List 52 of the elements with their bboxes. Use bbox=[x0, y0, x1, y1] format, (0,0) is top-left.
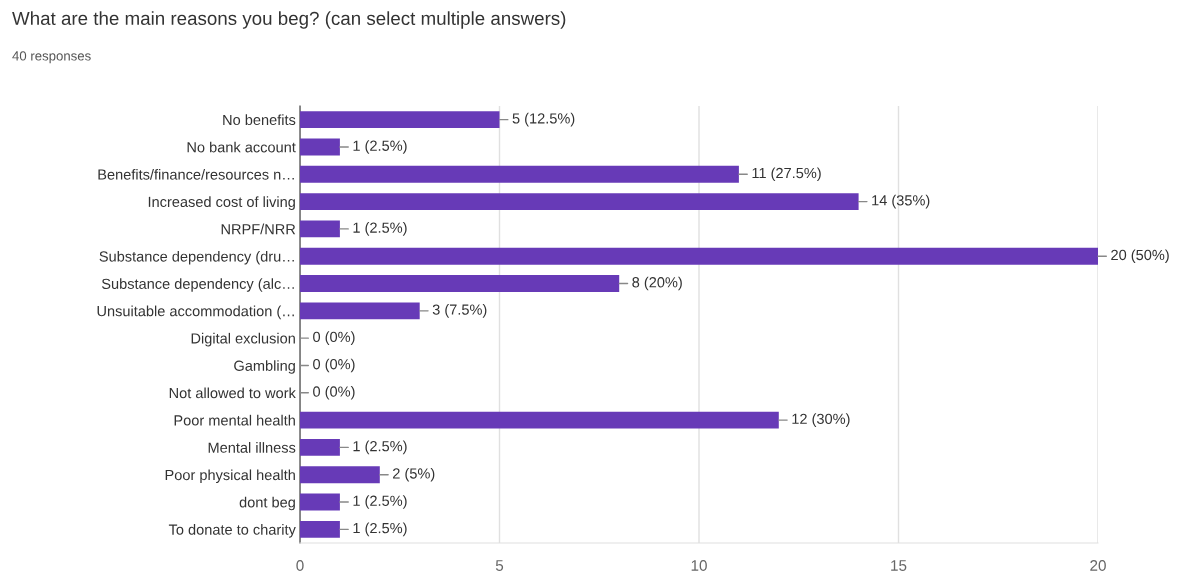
bar bbox=[300, 411, 779, 429]
data-label: 20 (50%) bbox=[1111, 249, 1169, 264]
data-label: 5 (12.5%) bbox=[512, 112, 575, 127]
bar bbox=[300, 220, 340, 238]
bar bbox=[300, 302, 420, 320]
data-label: 1 (2.5%) bbox=[353, 440, 407, 455]
y-tick-label: Not allowed to work bbox=[169, 387, 296, 399]
data-label: 12 (30%) bbox=[792, 413, 850, 427]
data-label: 0 (0%) bbox=[313, 331, 355, 345]
y-tick-label: To donate to charity bbox=[168, 524, 296, 538]
bar bbox=[300, 520, 340, 538]
bar bbox=[300, 138, 340, 156]
y-tick-label: Substance dependency (dru… bbox=[99, 250, 294, 265]
bar bbox=[300, 493, 340, 511]
text: 40 responses bbox=[12, 51, 91, 64]
x-tick-label: 5 bbox=[495, 560, 504, 571]
bar bbox=[300, 165, 739, 183]
chart-title: What are the main reasons you beg? (can select multiple answers) bbox=[12, 11, 566, 29]
y-tick-label: Benefits/finance/resources n… bbox=[98, 169, 294, 180]
y-tick-label: dont beg bbox=[239, 496, 295, 511]
y-tick-label: Gambling bbox=[234, 360, 295, 374]
data-label: 1 (2.5%) bbox=[353, 522, 407, 537]
data-label: 2 (5%) bbox=[393, 467, 435, 482]
data-label: 8 (20%) bbox=[632, 276, 682, 291]
x-tick-label: 10 bbox=[691, 560, 707, 571]
y-tick-label: Unsuitable accommodation (… bbox=[97, 305, 294, 320]
data-label: 1 (2.5%) bbox=[353, 495, 407, 509]
data-label: 0 (0%) bbox=[313, 358, 355, 373]
y-tick-label: Substance dependency (alc… bbox=[101, 278, 294, 292]
x-tick-label: 20 bbox=[1090, 560, 1106, 571]
y-tick-label: No bank account bbox=[187, 141, 296, 153]
data-label: 11 (27.5%) bbox=[752, 167, 821, 182]
x-tick-label: 15 bbox=[891, 560, 907, 571]
bar bbox=[300, 438, 340, 456]
y-tick-label: NRPF/NRR bbox=[221, 223, 296, 235]
bar bbox=[300, 275, 620, 292]
data-label: 0 (0%) bbox=[313, 385, 355, 400]
data-label: 1 (2.5%) bbox=[353, 140, 407, 154]
x-tick-label: 0 bbox=[296, 560, 304, 571]
y-tick-label: Poor mental health bbox=[174, 414, 295, 426]
bar bbox=[300, 247, 1098, 265]
bar bbox=[300, 111, 500, 129]
bar bbox=[300, 193, 859, 211]
y-tick-label: Mental illness bbox=[208, 442, 296, 453]
data-label: 14 (35%) bbox=[872, 194, 930, 209]
bar bbox=[300, 466, 380, 484]
data-label: 1 (2.5%) bbox=[353, 222, 407, 236]
y-tick-label: No benefits bbox=[223, 114, 296, 126]
y-tick-label: Digital exclusion bbox=[191, 332, 295, 347]
data-label: 3 (7.5%) bbox=[432, 304, 487, 318]
y-tick-label: Increased cost of living bbox=[148, 196, 295, 210]
y-tick-label: Poor physical health bbox=[165, 469, 295, 484]
